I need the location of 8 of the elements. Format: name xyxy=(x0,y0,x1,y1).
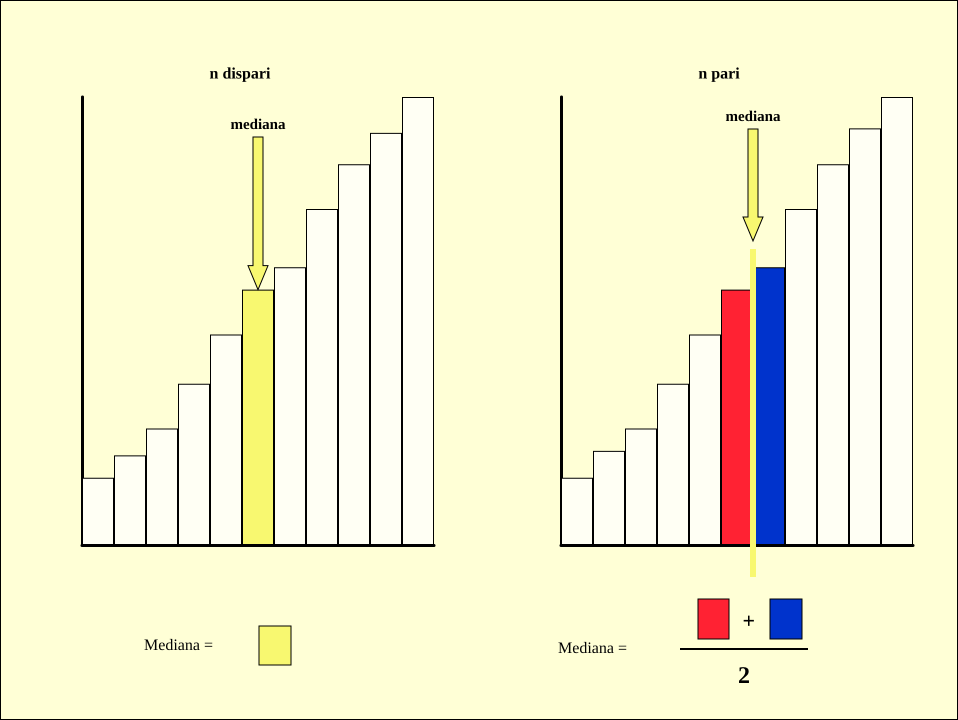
text: Mediana = xyxy=(558,640,627,658)
annotation: mediana xyxy=(726,108,781,126)
text: 2 xyxy=(738,662,750,690)
annotation: mediana xyxy=(230,116,286,134)
chart-title: n pari xyxy=(698,66,740,82)
text: + xyxy=(742,608,756,634)
chart-title: n dispari xyxy=(210,66,272,82)
text: Mediana = xyxy=(144,637,213,655)
